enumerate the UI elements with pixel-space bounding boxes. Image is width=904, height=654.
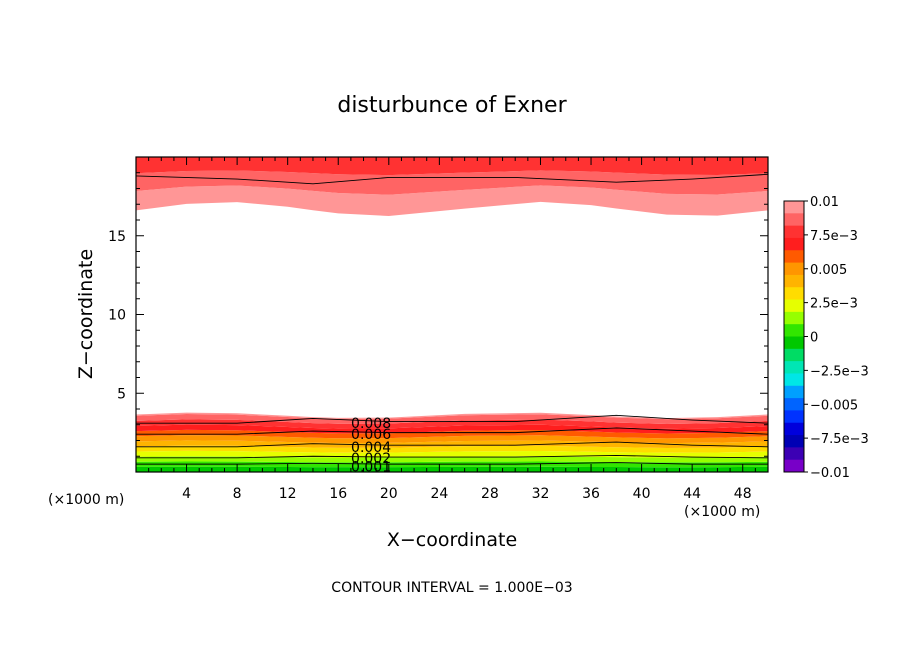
contour-label: 0.006 [351,427,391,443]
contour-line [136,455,769,459]
colorbar-swatch [784,373,804,387]
x-axis: 4 8 12 16 20 24 28 32 36 40 44 48 [135,157,769,502]
colorbar-swatch [784,398,804,411]
colorbar-swatch [784,225,804,239]
colorbar-swatch [784,299,804,313]
colorbar-swatch [784,385,804,399]
contour-band [136,419,768,429]
chart-title: disturbunce of Exner [337,93,567,118]
colorbar-swatch [784,201,804,214]
colorbar-swatch [784,336,804,350]
colorbar-swatch [784,250,804,264]
contour-interval-note: CONTOUR INTERVAL = 1.000E−03 [331,580,572,596]
contour-band [136,157,768,176]
x-unit-left: (×1000 m) [48,492,124,508]
colorbar-swatch [784,348,804,362]
contour-band [136,456,768,463]
x-tick-label: 8 [233,486,242,502]
contour-band [136,429,768,439]
x-tick-label: 16 [329,486,347,502]
colorbar-label: 7.5e−3 [810,229,858,244]
contour-line [135,173,769,185]
contour-band [136,412,768,420]
contour-label: 0.001 [351,459,391,475]
colorbar-swatch [784,361,804,374]
colorbar-swatch [784,262,804,276]
y-axis-label: Z−coordinate [75,249,97,379]
colorbar-swatch [784,311,804,325]
colorbar-label: 0.01 [810,195,839,210]
x-tick-label: 12 [279,486,297,502]
contour-band [136,170,768,195]
contour-line [136,441,769,448]
colorbar-label: −7.5e−3 [810,432,869,447]
x-tick-label: 24 [430,486,448,502]
colorbar-swatch [784,447,804,461]
colorbar-swatch [784,213,804,227]
x-tick-label: 20 [380,486,398,502]
contour-band [136,414,768,424]
colorbar-label: −0.01 [810,466,850,481]
contour-line [136,462,768,465]
colorbar-swatch [784,435,804,448]
contour-fill-layer [136,157,768,472]
y-axis: 5 10 15 [108,156,768,473]
contour-band [136,445,768,453]
x-unit-right: (×1000 m) [684,504,760,520]
colorbar-label: −0.005 [810,398,858,413]
colorbar-swatch [784,410,804,424]
contour-label: 0.004 [351,440,391,456]
y-tick-label: 5 [117,386,126,402]
contour-band [136,435,768,444]
colorbar-swatch [784,422,804,436]
colorbar-swatch [784,324,804,337]
colorbar-label: 2.5e−3 [810,297,858,312]
colorbar-label: 0 [810,331,818,346]
contour-label: 0.002 [351,451,391,467]
contour-line-layer [135,173,769,465]
y-tick-label: 15 [108,229,126,245]
colorbar-swatch [784,274,804,288]
colorbar-label: 0.005 [810,263,847,278]
x-tick-label: 32 [532,486,550,502]
x-tick-label: 4 [182,486,191,502]
x-tick-label: 36 [582,486,600,502]
contour-label: 0.008 [351,416,391,432]
x-tick-label: 44 [683,486,701,502]
contour-line [136,427,769,435]
x-tick-label: 40 [633,486,651,502]
colorbar-swatch [784,287,804,301]
contour-band [136,185,768,217]
colorbar: 0.01 7.5e−3 0.005 2.5e−3 0 −2.5e−3 −0.005 −7.5e… [783,195,869,481]
x-axis-label: X−coordinate [387,529,517,551]
x-tick-label: 48 [734,486,752,502]
y-tick-label: 10 [108,308,126,324]
contour-band [136,424,768,434]
colorbar-label: −2.5e−3 [810,364,869,379]
x-tick-label: 28 [481,486,499,502]
colorbar-swatch [784,237,804,251]
contour-line [136,414,769,424]
colorbar-swatch [784,459,804,473]
